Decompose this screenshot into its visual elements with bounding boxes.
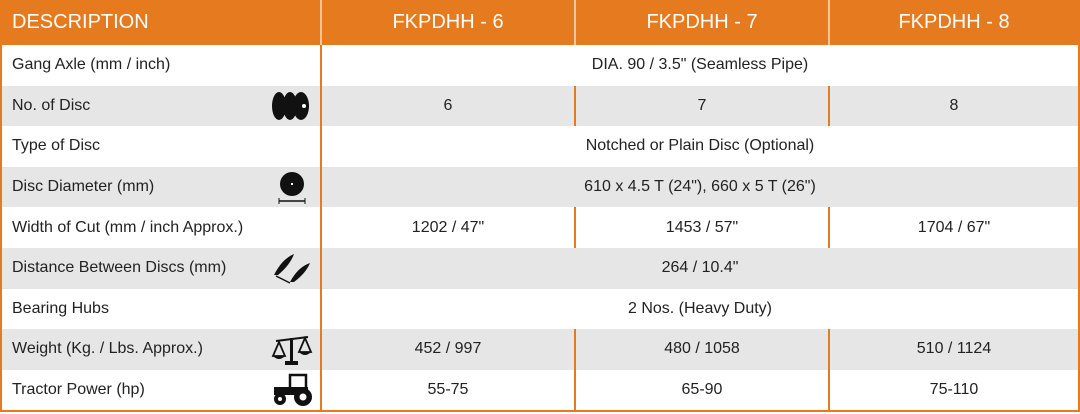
table-row: Gang Axle (mm / inch) DIA. 90 / 3.5" (Se… [2, 45, 1078, 86]
disc-spacing-icon [274, 254, 310, 284]
row-label: Bearing Hubs [12, 299, 109, 317]
table-row: Disc Diameter (mm) 610 x 4.5 T (24"), 66… [2, 166, 1078, 208]
row-label-cell: Distance Between Discs (mm) [2, 247, 321, 289]
row-value: 1453 / 57" [574, 207, 829, 248]
row-value: 8 [828, 85, 1078, 127]
table-row: Width of Cut (mm / inch Approx.) 1202 / … [2, 207, 1078, 248]
table-row: Distance Between Discs (mm) 264 / 10.4" [2, 247, 1078, 289]
row-label: No. of Disc [12, 96, 91, 114]
row-value: 65-90 [574, 369, 829, 411]
header-row: DESCRIPTION FKPDHH - 6 FKPDHH - 7 FKPDHH… [2, 0, 1078, 45]
row-label-cell: Weight (Kg. / Lbs. Approx.) [2, 329, 321, 370]
row-label: Weight (Kg. / Lbs. Approx.) [12, 340, 203, 358]
row-value: 510 / 1124 [828, 329, 1078, 370]
row-label: Width of Cut (mm / inch Approx.) [12, 218, 244, 236]
row-label: Gang Axle (mm / inch) [12, 56, 171, 74]
row-value: 6 [320, 85, 575, 127]
row-value: 264 / 10.4" [320, 247, 1078, 289]
scale-icon [271, 336, 313, 366]
discs-icon [272, 91, 309, 120]
row-value: 75-110 [828, 369, 1078, 411]
row-value: 7 [574, 85, 829, 127]
row-label: Type of Disc [12, 137, 101, 155]
row-value: 1202 / 47" [320, 207, 575, 248]
row-label: Tractor Power (hp) [12, 381, 145, 399]
table-row: Bearing Hubs 2 Nos. (Heavy Duty) [2, 288, 1078, 330]
header-model: FKPDHH - 7 [574, 0, 829, 45]
row-label: Distance Between Discs (mm) [12, 259, 227, 277]
row-value: 1704 / 67" [828, 207, 1078, 248]
row-label-cell: Tractor Power (hp) [2, 370, 321, 411]
row-label-cell: No. of Disc [2, 85, 321, 127]
header-model: FKPDHH - 6 [320, 0, 575, 45]
row-value: 2 Nos. (Heavy Duty) [320, 288, 1078, 330]
row-label-cell: Disc Diameter (mm) [2, 166, 321, 208]
row-value: 55-75 [320, 369, 575, 411]
disc-diameter-icon [278, 172, 306, 205]
table-row: No. of Disc 6 7 8 [2, 85, 1078, 127]
header-description: DESCRIPTION [2, 0, 321, 45]
table-row: Type of Disc Notched or Plain Disc (Opti… [2, 126, 1078, 167]
row-value: DIA. 90 / 3.5" (Seamless Pipe) [320, 45, 1078, 86]
row-value: 452 / 997 [320, 329, 575, 370]
row-value: 480 / 1058 [574, 329, 829, 370]
table-row: Weight (Kg. / Lbs. Approx.) 452 / 997 48… [2, 329, 1078, 370]
tractor-icon [274, 373, 312, 407]
table-row: Tractor Power (hp) 55-75 65-90 75-110 [2, 369, 1078, 411]
row-value: Notched or Plain Disc (Optional) [320, 126, 1078, 167]
row-label: Disc Diameter (mm) [12, 178, 155, 196]
header-model: FKPDHH - 8 [828, 0, 1078, 45]
row-value: 610 x 4.5 T (24"), 660 x 5 T (26") [320, 166, 1078, 208]
